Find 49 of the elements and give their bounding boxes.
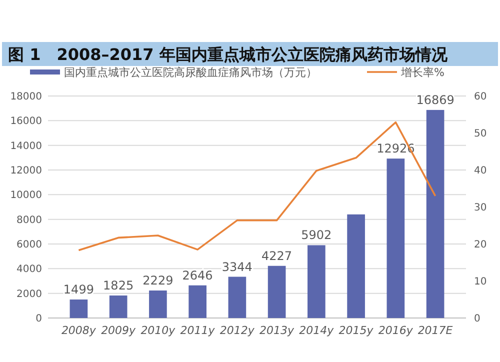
x-tick-label: 2009y — [101, 324, 136, 337]
x-tick-label: 2017E — [418, 324, 453, 337]
y2-tick-label: 60 — [474, 92, 487, 102]
data-label: 3344 — [222, 260, 252, 274]
y-tick-label: 18000 — [10, 92, 42, 102]
x-tick-label: 2014y — [299, 324, 334, 337]
chart-title: 图 1 2008–2017 年国内重点城市公立医院痛风药市场情况 — [8, 45, 448, 64]
y2-tick-label: 50 — [474, 128, 487, 140]
x-tick-label: 2013y — [260, 324, 295, 337]
bar — [386, 158, 405, 318]
y2-tick-label: 10 — [474, 276, 487, 288]
data-label: 5902 — [301, 228, 332, 242]
data-label: 16869 — [416, 92, 454, 107]
x-tick-label: 2016y — [378, 324, 414, 337]
y-tick-label: 12000 — [10, 166, 42, 176]
bar — [228, 276, 246, 318]
bar — [188, 285, 206, 318]
y-tick-label: 14000 — [10, 140, 42, 152]
line-series — [78, 121, 436, 252]
y-tick-label: 10000 — [10, 190, 42, 202]
bar — [149, 290, 167, 318]
data-label: 4227 — [262, 248, 292, 263]
y-tick-label: 4000 — [16, 264, 42, 276]
y2-tick-label: 20 — [474, 240, 487, 250]
bar — [70, 300, 88, 318]
y2-tick-label: 40 — [474, 166, 487, 176]
bar — [347, 214, 365, 318]
x-tick-label: 2010y — [140, 324, 176, 337]
y2-tick-label: 0 — [474, 314, 480, 324]
bar — [109, 295, 128, 318]
y-tick-label: 8000 — [16, 214, 42, 226]
y2-tick-label: 30 — [474, 202, 487, 214]
x-tick-label: 2011y — [180, 324, 216, 337]
bar — [426, 110, 444, 318]
legend-label: 国内重点城市公立医院高尿酸血症痛风市场（万元） — [64, 66, 317, 79]
y-tick-label: 16000 — [10, 116, 42, 128]
bar — [268, 266, 286, 318]
x-tick-label: 2015y — [338, 324, 374, 337]
legend-label: 增长率% — [400, 66, 444, 79]
data-label: 1825 — [103, 278, 134, 292]
bar — [308, 245, 326, 318]
y-tick-label: 2000 — [16, 288, 42, 300]
data-label: 2229 — [142, 274, 174, 288]
y-tick-label: 6000 — [16, 240, 42, 250]
x-tick-label: 2012y — [220, 324, 255, 337]
data-label: 1499 — [63, 282, 94, 297]
data-label: 2646 — [182, 268, 213, 282]
y-tick-label: 0 — [36, 314, 42, 324]
x-tick-label: 2008y — [61, 324, 96, 337]
